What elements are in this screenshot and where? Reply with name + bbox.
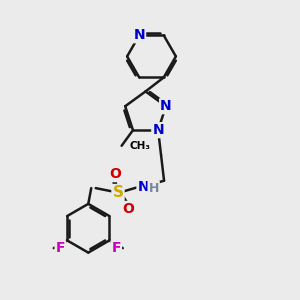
Text: O: O	[122, 202, 134, 216]
Text: O: O	[109, 167, 121, 181]
Text: N: N	[137, 180, 149, 194]
Text: CH₃: CH₃	[129, 141, 150, 151]
Text: S: S	[112, 185, 124, 200]
Text: N: N	[152, 123, 164, 137]
Text: N: N	[160, 99, 172, 113]
Text: F: F	[56, 241, 65, 255]
Text: N: N	[134, 28, 145, 42]
Text: H: H	[148, 182, 159, 195]
Text: F: F	[112, 241, 121, 255]
